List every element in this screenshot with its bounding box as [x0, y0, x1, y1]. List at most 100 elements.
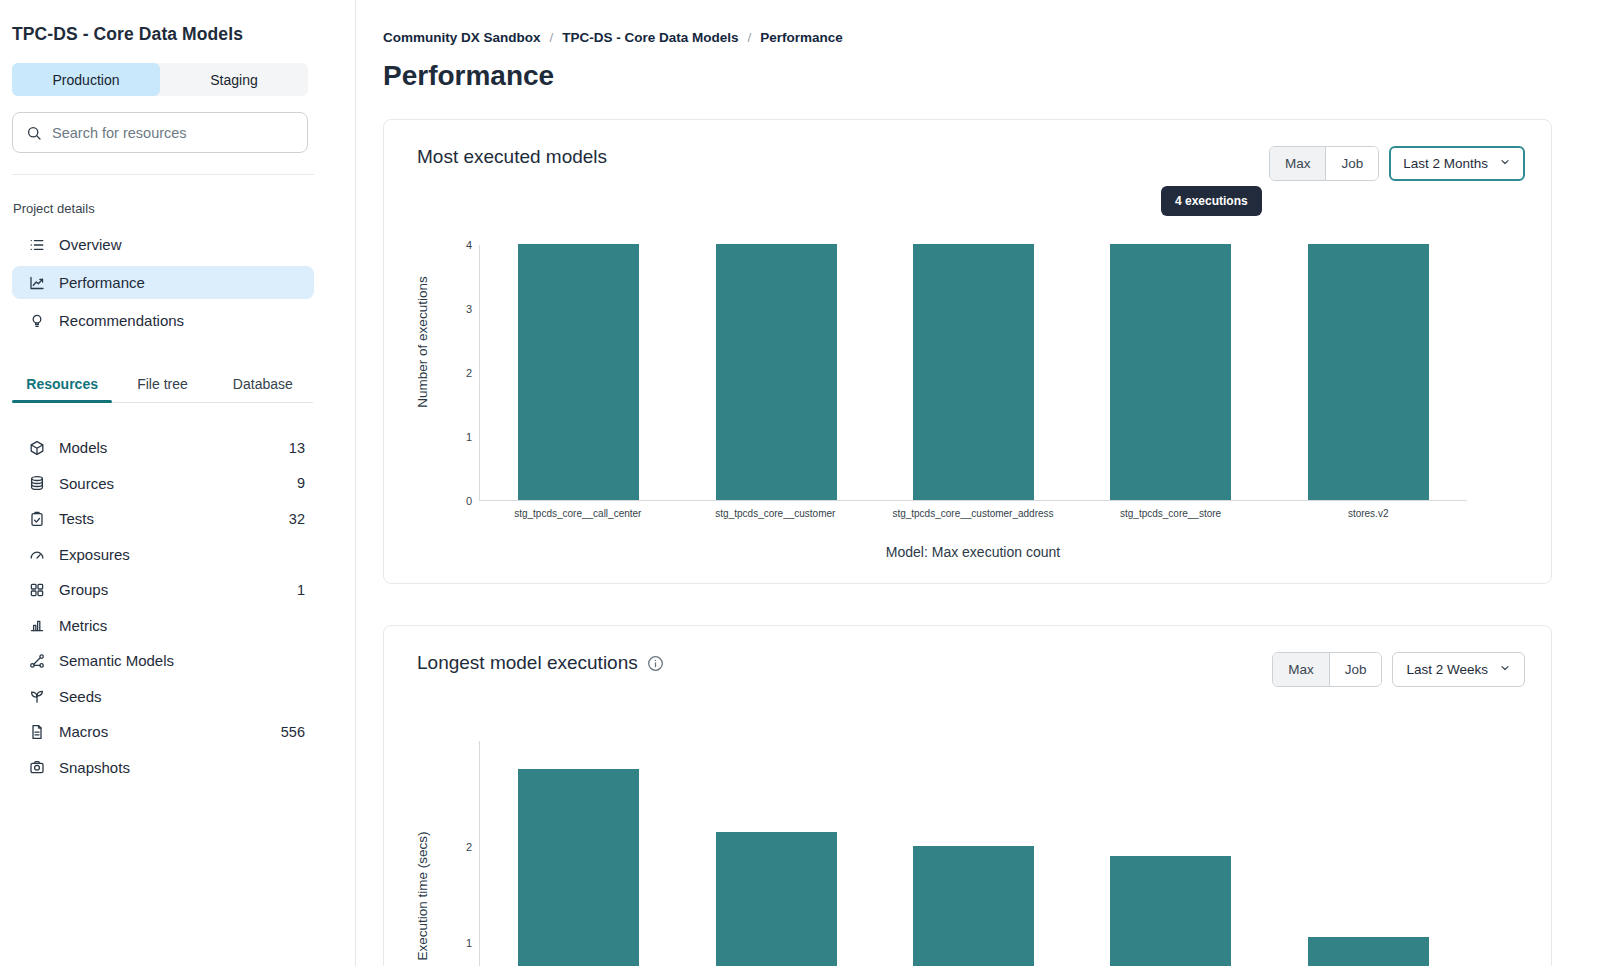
overview-icon [29, 237, 45, 253]
models-icon [29, 440, 45, 456]
resource-item-seeds[interactable]: Seeds [12, 679, 305, 715]
bar-chart: 01234 [479, 245, 1467, 501]
toggle-job-button[interactable]: Job [1329, 653, 1382, 686]
resource-list: Models 13 Sources9 Tests 32 Exposures Groups 1 M… [12, 430, 305, 785]
search-box[interactable] [12, 112, 308, 153]
time-range-select[interactable]: Last 2 Weeks [1392, 652, 1525, 687]
sidebar-item-recommendations[interactable]: Recommendations [12, 304, 314, 337]
chevron-down-icon [1499, 156, 1511, 171]
tab-resources[interactable]: Resources [12, 369, 112, 402]
sidebar-item-overview[interactable]: Overview [12, 228, 314, 261]
breadcrumb-separator: / [748, 30, 752, 45]
toggle-max-button[interactable]: Max [1270, 147, 1326, 180]
resource-label: Semantic Models [59, 652, 174, 669]
card-header: Most executed models MaxJob Last 2 Month… [384, 120, 1551, 181]
chart-title: Longest model executions [417, 652, 664, 674]
bar[interactable] [1308, 244, 1429, 500]
exposures-icon [29, 546, 45, 562]
resource-label: Metrics [59, 617, 107, 634]
x-axis-title: Model: Max execution count [479, 544, 1467, 560]
bar[interactable] [716, 244, 837, 500]
resource-label: Tests [59, 510, 94, 527]
resource-label: Models [59, 439, 107, 456]
recommendations-icon [29, 313, 45, 329]
bar[interactable] [913, 846, 1034, 966]
y-tick-label: 1 [446, 431, 472, 443]
bar[interactable] [1308, 937, 1429, 966]
bar[interactable] [716, 832, 837, 966]
sidebar-item-label: Overview [59, 236, 122, 253]
card-most-executed-models: Most executed models MaxJob Last 2 Month… [383, 119, 1552, 584]
y-tick-label: 4 [446, 239, 472, 251]
bar[interactable] [1110, 856, 1231, 966]
search-icon [26, 125, 42, 141]
resource-item-sources[interactable]: Sources9 [12, 466, 305, 502]
chart-tooltip: 4 executions [1161, 186, 1262, 216]
tab-database[interactable]: Database [213, 369, 313, 402]
resource-count: 556 [281, 724, 305, 740]
sidebar-item-performance[interactable]: Performance [12, 266, 314, 299]
y-tick-label: 0 [446, 495, 472, 507]
resource-item-semantic-models[interactable]: Semantic Models [12, 643, 305, 679]
time-range-select[interactable]: Last 2 Months [1389, 146, 1525, 181]
y-tick-label: 2 [446, 841, 472, 853]
bar[interactable] [1110, 244, 1231, 500]
bar[interactable] [518, 769, 639, 966]
y-tick-label: 3 [446, 303, 472, 315]
resource-label: Seeds [59, 688, 102, 705]
bar[interactable] [518, 244, 639, 500]
project-details-label: Project details [13, 201, 355, 216]
breadcrumb-link[interactable]: Community DX Sandbox [383, 30, 541, 45]
resource-count: 1 [297, 582, 305, 598]
sidebar-item-label: Performance [59, 274, 145, 291]
bar-chart: 12 [479, 741, 1467, 966]
x-tick-label: stg_tpcds_core__customer [677, 508, 875, 519]
project-nav: Overview Performance Recommendations [12, 228, 355, 337]
resource-item-models[interactable]: Models 13 [12, 430, 305, 466]
env-tab-staging[interactable]: Staging [160, 63, 308, 96]
resource-item-snapshots[interactable]: Snapshots [12, 750, 305, 786]
y-axis-label: Number of executions [415, 276, 430, 407]
main-content: Community DX Sandbox / TPC-DS - Core Data … [356, 0, 1621, 966]
y-tick-label: 1 [446, 937, 472, 949]
resource-label: Exposures [59, 546, 130, 563]
toggle-max-button[interactable]: Max [1273, 653, 1329, 686]
resource-label: Macros [59, 723, 108, 740]
chart-controls: MaxJob Last 2 Weeks [1272, 652, 1525, 687]
resource-label: Groups [59, 581, 108, 598]
page-title: Performance [383, 60, 1621, 92]
resource-tabs: ResourcesFile treeDatabase [12, 369, 313, 403]
info-icon[interactable] [647, 655, 664, 672]
metrics-icon [29, 617, 45, 633]
snapshots-icon [29, 759, 45, 775]
card-longest-model-executions: Longest model executions MaxJob Last 2 W… [383, 625, 1552, 966]
tests-icon [29, 511, 45, 527]
resource-item-exposures[interactable]: Exposures [12, 537, 305, 573]
tab-file-tree[interactable]: File tree [112, 369, 212, 402]
resource-item-tests[interactable]: Tests 32 [12, 501, 305, 537]
resource-item-metrics[interactable]: Metrics [12, 608, 305, 644]
sidebar-divider [12, 174, 314, 175]
x-tick-label: stores.v2 [1269, 508, 1467, 519]
search-input[interactable] [52, 125, 294, 141]
resource-count: 32 [289, 511, 305, 527]
breadcrumb-separator: / [550, 30, 554, 45]
env-tab-production[interactable]: Production [12, 63, 160, 96]
project-title: TPC-DS - Core Data Models [12, 24, 355, 45]
resource-count: 9 [297, 475, 305, 491]
bar[interactable] [913, 244, 1034, 500]
view-toggle: MaxJob [1269, 146, 1379, 181]
chart-controls: MaxJob Last 2 Months [1269, 146, 1525, 181]
breadcrumb-link[interactable]: TPC-DS - Core Data Models [562, 30, 738, 45]
resource-item-macros[interactable]: Macros 556 [12, 714, 305, 750]
toggle-job-button[interactable]: Job [1325, 147, 1378, 180]
resource-item-groups[interactable]: Groups 1 [12, 572, 305, 608]
resource-count: 13 [289, 440, 305, 456]
sources-icon [29, 475, 45, 491]
environment-tabs: ProductionStaging [12, 63, 308, 96]
card-header: Longest model executions MaxJob Last 2 W… [384, 626, 1551, 687]
macros-icon [29, 724, 45, 740]
x-tick-label: stg_tpcds_core__store [1072, 508, 1270, 519]
time-range-value: Last 2 Months [1403, 156, 1488, 171]
y-tick-label: 2 [446, 367, 472, 379]
